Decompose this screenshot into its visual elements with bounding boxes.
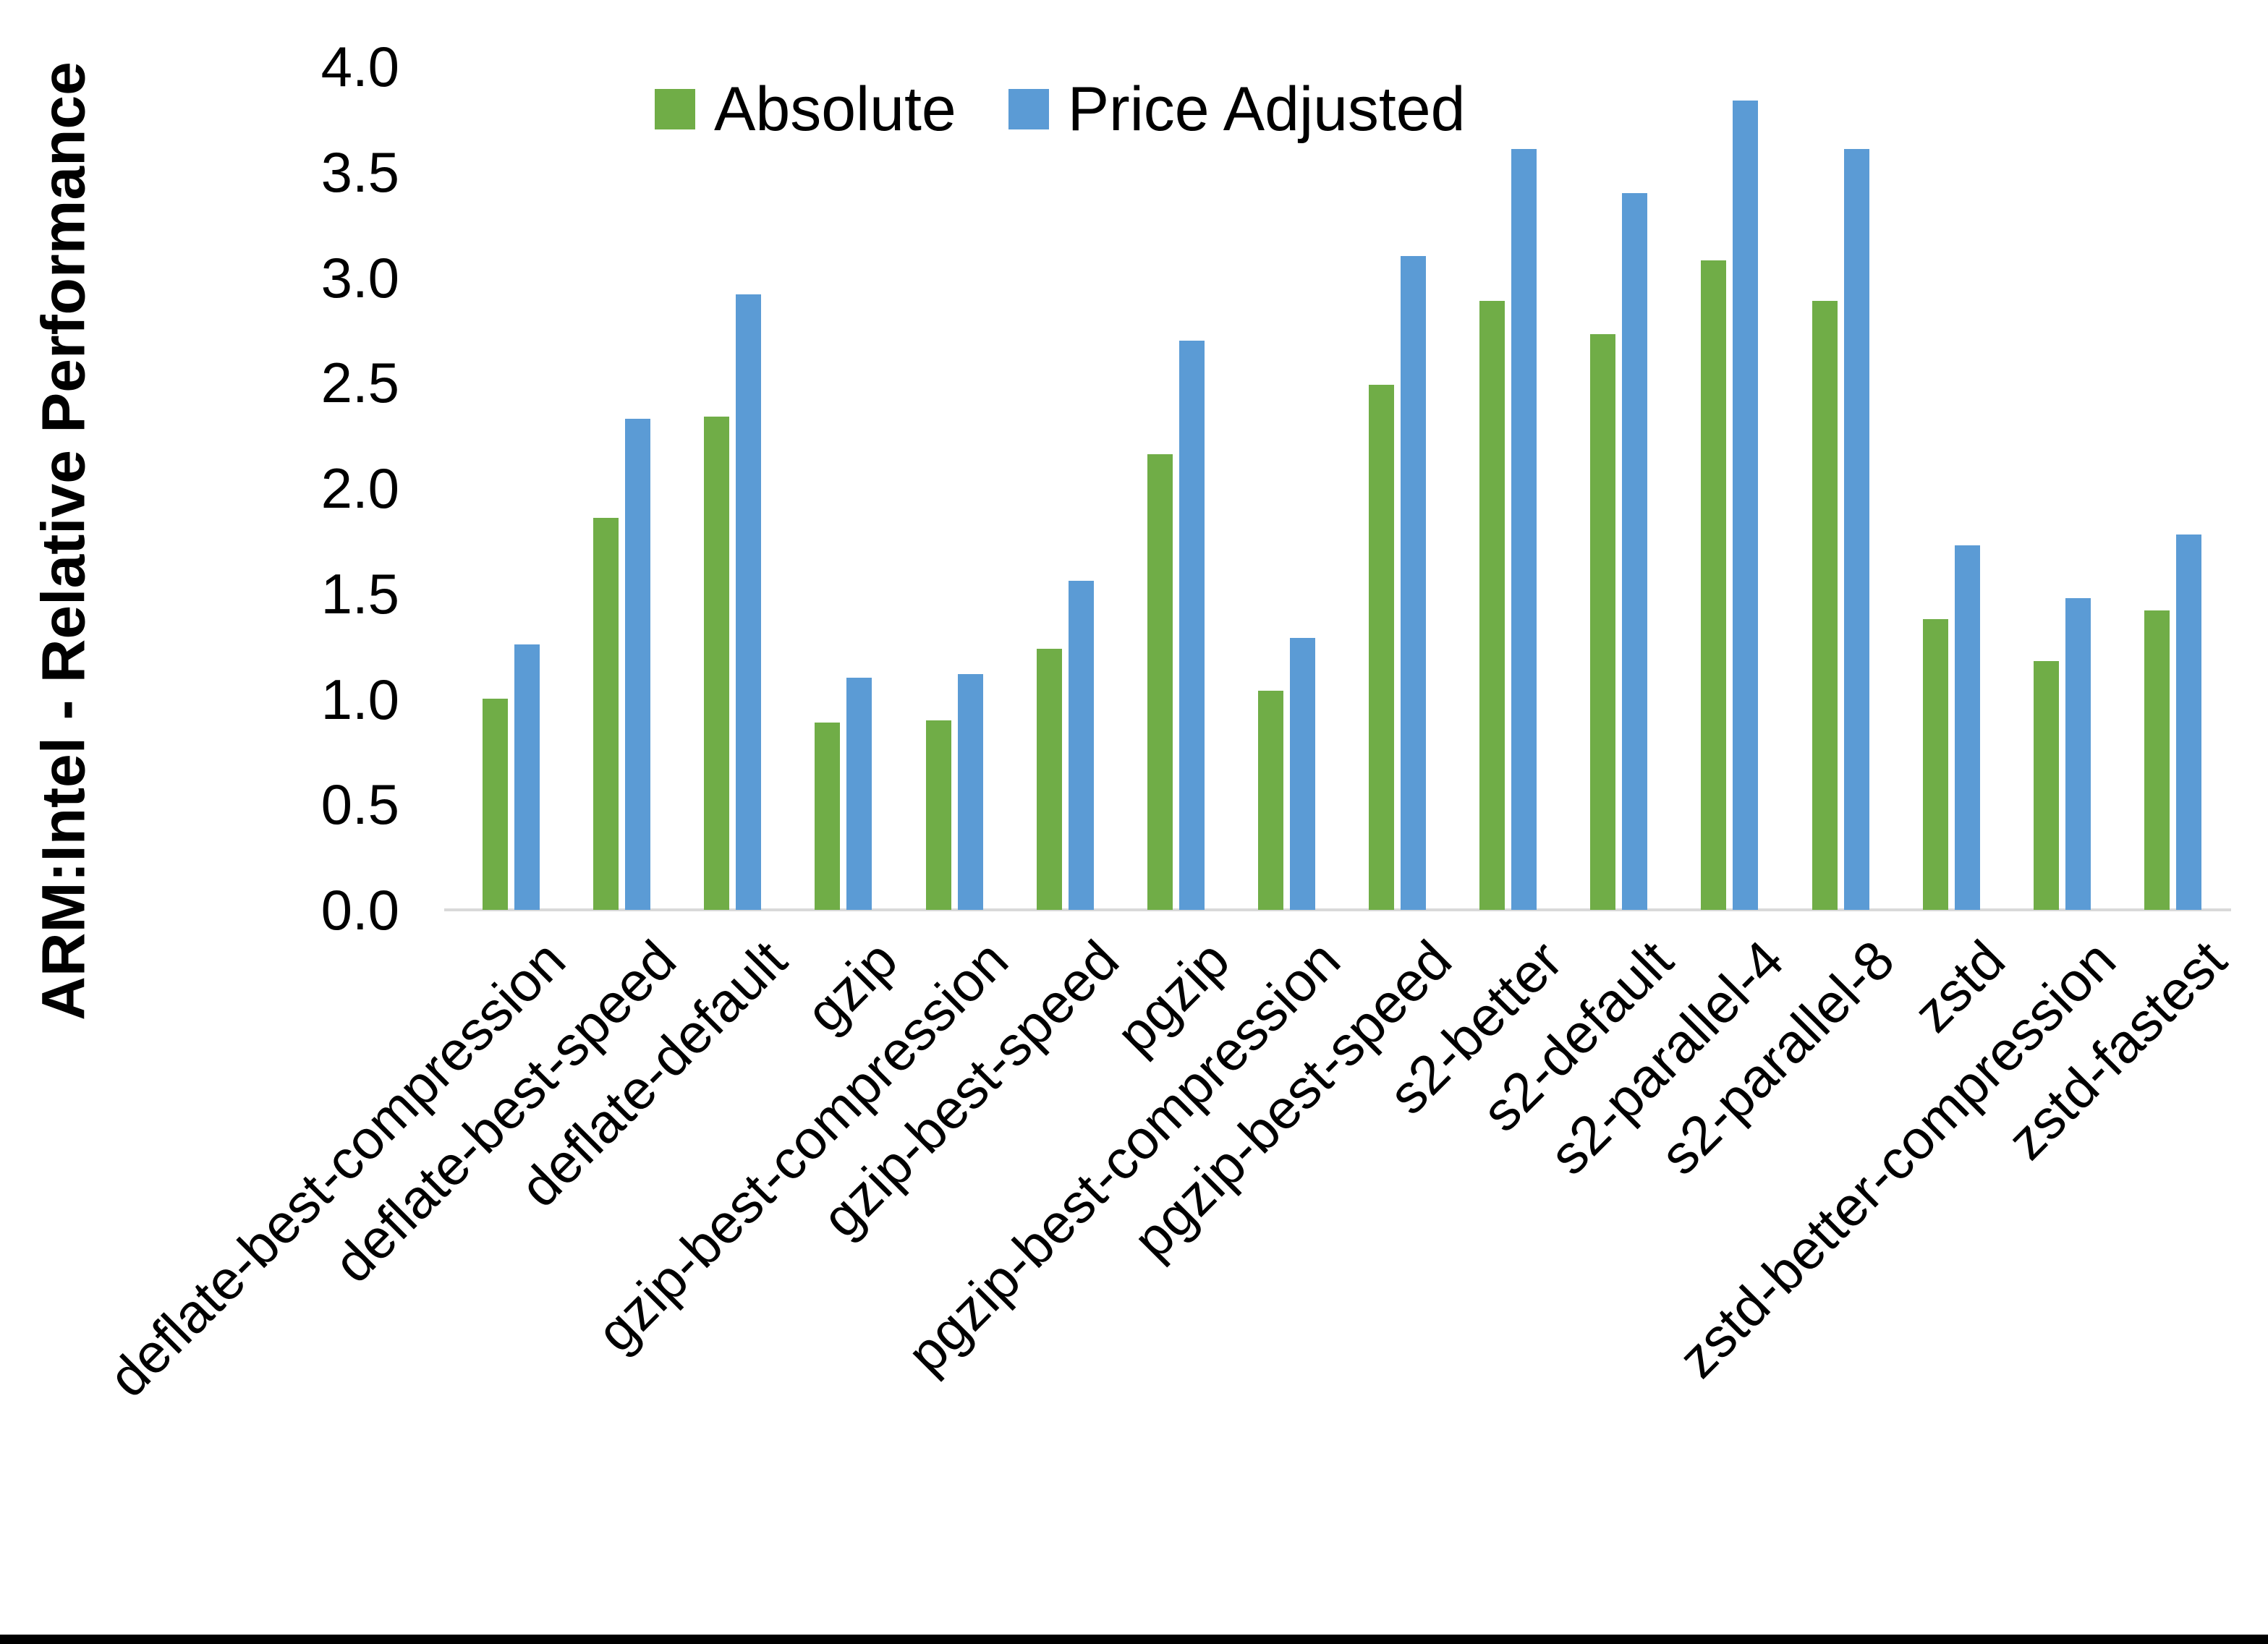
bottom-border-bar bbox=[0, 1635, 2268, 1644]
bar-group bbox=[1896, 67, 2007, 910]
bar-group bbox=[899, 67, 1010, 910]
bar-group bbox=[1563, 67, 1674, 910]
bar-price-adjusted bbox=[957, 674, 983, 910]
bar-price-adjusted bbox=[1511, 149, 1537, 910]
bar-price-adjusted bbox=[625, 419, 651, 910]
legend-swatch-icon bbox=[655, 89, 695, 129]
x-axis-line bbox=[444, 908, 2231, 911]
y-axis-title: ARM:Intel - Relative Performance bbox=[29, 61, 98, 1021]
bar-price-adjusted bbox=[1843, 149, 1869, 910]
x-tick-label: deflate-best-compression bbox=[96, 929, 577, 1410]
bar-absolute bbox=[1147, 454, 1173, 910]
bar-group bbox=[1453, 67, 1563, 910]
legend-item-price-adjusted: Price Adjusted bbox=[1008, 74, 1466, 144]
bar-group bbox=[1342, 67, 1453, 910]
bar-price-adjusted bbox=[1954, 545, 1980, 910]
bar-absolute bbox=[1701, 260, 1727, 910]
bar-price-adjusted bbox=[1401, 256, 1427, 910]
bar-group bbox=[1010, 67, 1121, 910]
bar-absolute bbox=[925, 720, 951, 910]
bar-price-adjusted bbox=[1733, 101, 1759, 910]
bar-group bbox=[1785, 67, 1896, 910]
bar-price-adjusted bbox=[736, 294, 762, 910]
y-tick-label: 1.5 bbox=[320, 561, 399, 626]
bar-absolute bbox=[1479, 301, 1505, 910]
bar-group bbox=[566, 67, 677, 910]
bar-price-adjusted bbox=[1178, 341, 1205, 910]
bar-price-adjusted bbox=[1622, 193, 1648, 910]
bar-absolute bbox=[815, 723, 841, 910]
y-tick-label: 4.0 bbox=[320, 35, 399, 98]
legend-label: Price Adjusted bbox=[1067, 74, 1466, 144]
bar-price-adjusted bbox=[1289, 638, 1315, 910]
bar-absolute bbox=[483, 699, 509, 910]
bar-absolute bbox=[1257, 691, 1283, 910]
bar-group bbox=[2007, 67, 2118, 910]
bar-absolute bbox=[1369, 385, 1395, 910]
bar-absolute bbox=[1812, 301, 1838, 910]
y-tick-label: 2.5 bbox=[320, 351, 399, 415]
bar-absolute bbox=[1036, 649, 1062, 910]
bar-price-adjusted bbox=[1068, 581, 1094, 910]
bar-group bbox=[456, 67, 566, 910]
bar-group bbox=[1121, 67, 1231, 910]
y-tick-label: 3.0 bbox=[320, 245, 399, 310]
bar-absolute bbox=[2144, 610, 2170, 910]
y-tick-label: 0.0 bbox=[320, 878, 399, 942]
bar-absolute bbox=[1590, 334, 1616, 910]
bar-absolute bbox=[593, 518, 619, 910]
bar-group bbox=[2118, 67, 2228, 910]
plot-area bbox=[456, 67, 2228, 910]
legend: Absolute Price Adjusted bbox=[655, 78, 1465, 140]
bar-group bbox=[1674, 67, 1785, 910]
y-tick-label: 3.5 bbox=[320, 140, 399, 204]
legend-item-absolute: Absolute bbox=[655, 78, 956, 140]
bar-price-adjusted bbox=[2065, 598, 2091, 910]
bar-price-adjusted bbox=[514, 644, 540, 910]
bar-group bbox=[677, 67, 788, 910]
bar-price-adjusted bbox=[846, 678, 872, 910]
bar-absolute bbox=[1922, 619, 1948, 910]
bar-absolute bbox=[2033, 661, 2059, 910]
legend-label: Absolute bbox=[714, 74, 956, 144]
bar-group bbox=[788, 67, 899, 910]
bar-group bbox=[1231, 67, 1342, 910]
y-tick-label: 1.0 bbox=[320, 667, 399, 731]
bar-absolute bbox=[704, 417, 730, 910]
y-tick-label: 2.0 bbox=[320, 456, 399, 520]
bar-price-adjusted bbox=[2175, 534, 2201, 910]
legend-swatch-icon bbox=[1008, 89, 1049, 129]
y-tick-label: 0.5 bbox=[320, 772, 399, 837]
